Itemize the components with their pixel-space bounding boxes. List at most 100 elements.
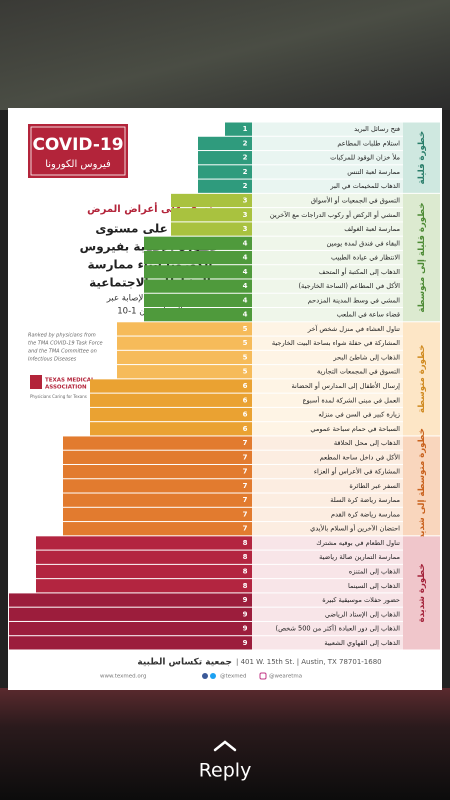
activity-label: قضاء ساعة في الملعب [337, 311, 400, 319]
footer-address: | 401 W. 15th St. | Austin, TX 78701-168… [236, 658, 382, 666]
bar [90, 422, 252, 436]
activity-label: الذهاب إلى المتنزه [349, 568, 400, 576]
label-cell [252, 136, 403, 151]
risk-group: خطورة متوسطة [403, 322, 440, 436]
label-cell [252, 308, 403, 322]
bar-value: 8 [243, 568, 248, 576]
credit-line: Infectious Diseases [28, 357, 77, 363]
activity-label: الذهاب إلى المكتبة أو المتحف [319, 267, 400, 276]
logo-text: ASSOCIATION [45, 385, 87, 391]
activity-label: حضور حفلات موسيقية كبيرة [322, 596, 400, 604]
label-cell [252, 250, 403, 265]
risk-group: خطورة قليلة [403, 122, 440, 193]
bar-value: 7 [243, 482, 248, 490]
bar [36, 550, 252, 564]
bar [9, 593, 252, 607]
activity-label: التسوق في الجمعيات أو الأسواق [311, 195, 400, 204]
logo-tagline: Physicians Caring for Texans [30, 394, 87, 399]
activity-label: ممارسة لعبة التنس [347, 168, 400, 176]
bar-value: 5 [243, 339, 248, 347]
activity-label: الأكل في داخل ساحة المطعم [320, 452, 401, 461]
group-label: خطورة شديدة [417, 563, 427, 622]
risk-group: خطورة قليلة إلى متوسطة [403, 193, 440, 322]
bar-value: 4 [243, 268, 248, 276]
label-cell [252, 550, 403, 564]
bar [144, 250, 252, 265]
activity-label: المشاركة في حفلة شواء بساحة البيت الخارج… [272, 339, 400, 347]
activity-label: إرسال الأطفال إلى المدارس أو الحضانة [291, 381, 400, 390]
bar [117, 336, 252, 350]
reply-chevron[interactable] [213, 740, 237, 752]
footer-org: جمعية تكساس الطبية [137, 658, 232, 668]
activity-label: فتح رسائل البريد [354, 125, 400, 133]
activity-label: الذهاب إلى محل الحلاقة [334, 439, 400, 447]
bar [36, 536, 252, 550]
activity-label: زيارة كبير في السن في منزله [318, 411, 400, 419]
activity-label: الذهاب للمخيمات في البر [329, 182, 400, 190]
label-cell [252, 636, 403, 650]
label-cell [252, 350, 403, 365]
label-cell [252, 222, 403, 236]
group-band [403, 122, 440, 193]
bar-value: 4 [243, 239, 248, 247]
label-cell [252, 279, 403, 293]
activity-label: السباحة في حمام سباحة عمومي [310, 425, 400, 433]
bar-value: 6 [243, 382, 248, 390]
group-band [403, 436, 440, 536]
label-cell [252, 479, 403, 493]
bar [90, 393, 252, 407]
label-cell [252, 265, 403, 279]
covid-badge [28, 124, 128, 178]
bar [117, 365, 252, 379]
bar-value: 9 [243, 610, 248, 618]
activity-label: احتضان الآخرين أو السلام بالأيدي [310, 524, 400, 533]
bar [171, 208, 252, 222]
label-cell [252, 193, 403, 208]
bar-value: 5 [243, 325, 248, 333]
bar-value: 4 [243, 296, 248, 304]
logo-mark [30, 375, 42, 389]
group-label: خطورة متوسطة [417, 345, 427, 413]
credit-line: Ranked by physicians from [28, 333, 96, 339]
bar-value: 4 [243, 282, 248, 290]
reply-button[interactable]: Reply [199, 760, 252, 782]
bar-value: 9 [243, 625, 248, 633]
label-cell [252, 322, 403, 336]
bar [198, 179, 252, 193]
activity-label: السفر عبر الطائرة [349, 482, 400, 490]
bar [144, 236, 252, 250]
label-cell [252, 579, 403, 593]
activity-label: الذهاب إلى شاطئ البحر [332, 353, 400, 361]
bar [36, 564, 252, 579]
activity-label: تناول العشاء في منزل شخص آخر [307, 324, 400, 333]
label-cell [252, 122, 403, 136]
activity-label: ملأ خزان الوقود للمركبات [330, 153, 400, 162]
bar-value: 2 [243, 139, 248, 147]
label-cell [252, 621, 403, 636]
group-band [403, 536, 440, 650]
activity-label: الذهاب إلى القهاوي الشعبية [324, 639, 400, 647]
bar-value: 2 [243, 154, 248, 162]
label-cell [252, 522, 403, 536]
bar [144, 308, 252, 322]
label-cell [252, 379, 403, 393]
activity-label: الذهاب إلى الإستاد الرياضي [325, 610, 400, 618]
label-cell [252, 607, 403, 621]
bar-value: 7 [243, 453, 248, 461]
activity-label: ممارسة التمارين صالة رياضية [319, 553, 400, 561]
bar-value: 2 [243, 168, 248, 176]
bar [225, 122, 252, 136]
activity-label: التسوق في المجمعات التجارية [317, 368, 400, 376]
activity-label: ممارسة رياضة كرة القدم [331, 510, 400, 518]
bar [171, 222, 252, 236]
bar [36, 579, 252, 593]
bar [9, 607, 252, 621]
bar [63, 450, 252, 464]
label-cell [252, 464, 403, 479]
label-cell [252, 336, 403, 350]
risk-group: خطورة متوسطة إلى شديدة [403, 428, 440, 544]
label-cell [252, 236, 403, 250]
twitter-icon [210, 673, 216, 679]
instagram-icon [259, 672, 267, 680]
